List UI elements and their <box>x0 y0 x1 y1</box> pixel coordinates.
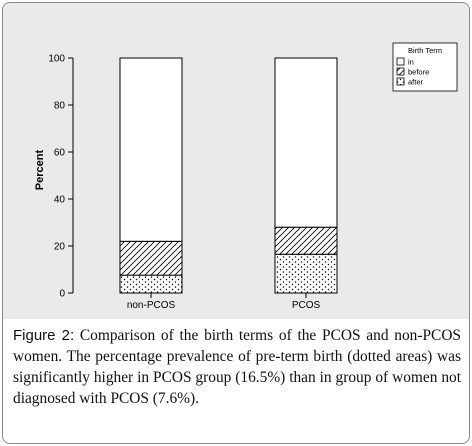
y-axis-label: Percent <box>34 149 46 190</box>
y-tick-label: 60 <box>54 148 66 159</box>
y-tick-label: 0 <box>59 289 65 300</box>
bar-segment-in <box>119 57 183 242</box>
stacked-bar-chart: 0 20 40 60 80 100 Percent non-PCOS PCOS Birth Te… <box>34 42 458 311</box>
bar-segment-before <box>119 240 183 276</box>
y-tick-label: 100 <box>48 54 65 65</box>
legend-swatch-before <box>396 67 405 76</box>
y-tick-label: 20 <box>54 242 66 253</box>
figure-caption: Figure 2: Comparison of the birth terms … <box>13 325 461 409</box>
y-tick-label: 40 <box>54 195 66 206</box>
bar-segment-after <box>274 253 338 294</box>
legend-swatch-after <box>396 77 405 86</box>
bar-segment-before <box>274 226 338 255</box>
plot-panel: 0 20 40 60 80 100 Percent non-PCOS PCOS Birth Te… <box>3 3 469 319</box>
legend-title: Birth Term <box>408 46 442 55</box>
legend-swatch-in <box>396 57 405 66</box>
x-tick-label: PCOS <box>292 300 321 311</box>
bar-segment-after <box>119 274 183 294</box>
caption-text: Comparison of the birth terms of the PCO… <box>13 327 461 407</box>
y-tick-label: 80 <box>54 101 66 112</box>
bar-segment-in <box>274 57 338 228</box>
legend-label-before: before <box>408 68 429 77</box>
x-tick-label: non-PCOS <box>127 300 176 311</box>
legend-label-after: after <box>408 78 424 87</box>
legend-label-in: in <box>408 58 414 67</box>
caption-label: Figure 2: <box>13 327 75 344</box>
